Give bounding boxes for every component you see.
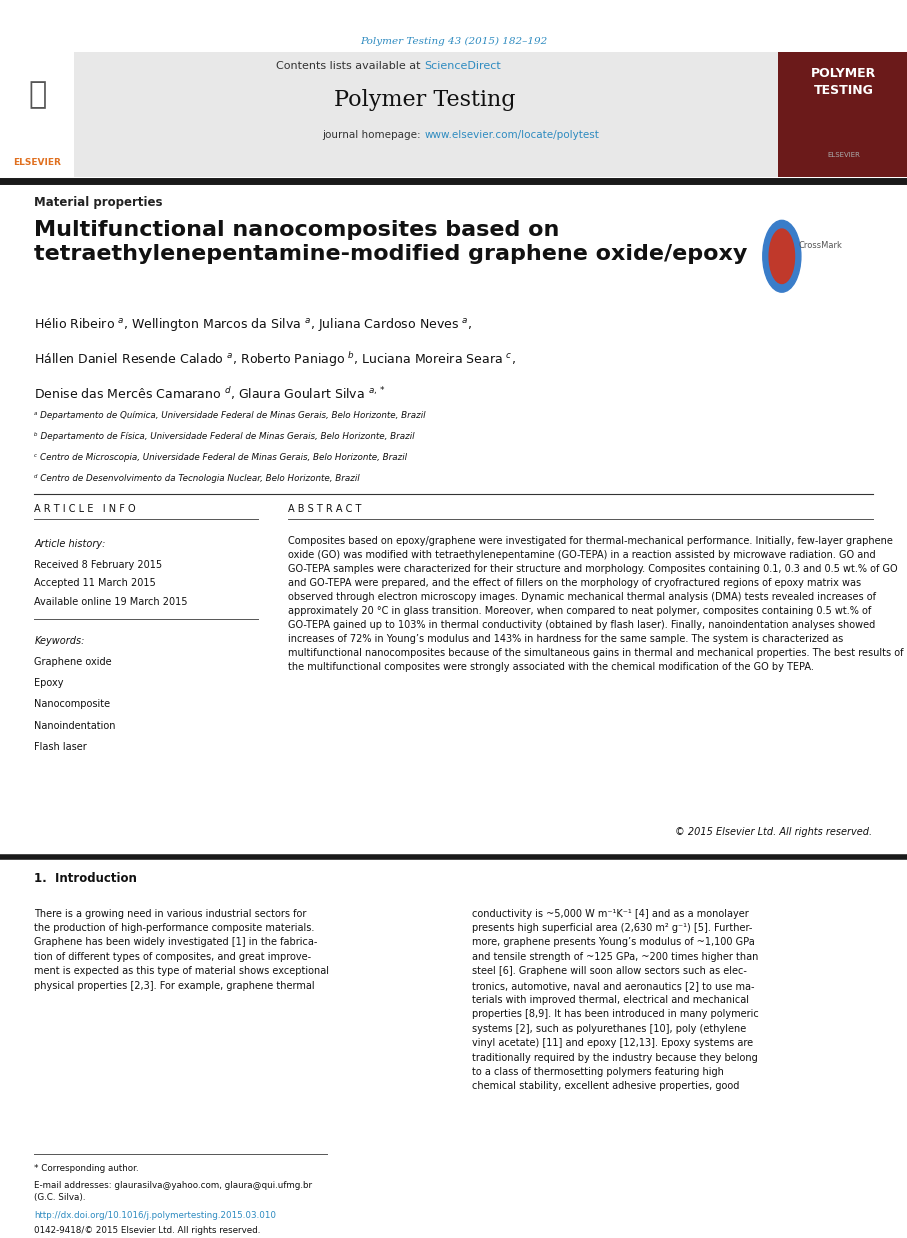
- Text: CrossMark: CrossMark: [798, 240, 842, 250]
- Ellipse shape: [763, 220, 801, 292]
- Bar: [778, 52, 907, 177]
- Text: Hélio Ribeiro $^{a}$, Wellington Marcos da Silva $^{a}$, Juliana Cardoso Neves $: Hélio Ribeiro $^{a}$, Wellington Marcos …: [34, 316, 473, 333]
- Text: http://dx.doi.org/10.1016/j.polymertesting.2015.03.010: http://dx.doi.org/10.1016/j.polymertesti…: [34, 1211, 277, 1219]
- Text: ScienceDirect: ScienceDirect: [424, 61, 502, 71]
- Bar: [74, 52, 778, 177]
- Text: Keywords:: Keywords:: [34, 636, 85, 646]
- Text: ᶜ Centro de Microscopia, Universidade Federal de Minas Gerais, Belo Horizonte, B: ᶜ Centro de Microscopia, Universidade Fe…: [34, 453, 407, 462]
- Text: There is a growing need in various industrial sectors for
the production of high: There is a growing need in various indus…: [34, 909, 329, 990]
- Text: ELSEVIER: ELSEVIER: [14, 158, 61, 167]
- Text: ELSEVIER: ELSEVIER: [827, 152, 860, 158]
- Text: Composites based on epoxy/graphene were investigated for thermal-mechanical perf: Composites based on epoxy/graphene were …: [288, 536, 904, 672]
- Text: www.elsevier.com/locate/polytest: www.elsevier.com/locate/polytest: [424, 130, 600, 140]
- Text: Graphene oxide: Graphene oxide: [34, 657, 112, 667]
- Text: 🌲: 🌲: [28, 80, 46, 109]
- Bar: [0, 52, 74, 177]
- Text: 0142-9418/© 2015 Elsevier Ltd. All rights reserved.: 0142-9418/© 2015 Elsevier Ltd. All right…: [34, 1226, 261, 1234]
- Text: Contents lists available at: Contents lists available at: [277, 61, 424, 71]
- Text: POLYMER
TESTING: POLYMER TESTING: [811, 67, 876, 97]
- Text: A B S T R A C T: A B S T R A C T: [288, 504, 362, 514]
- Text: Denise das Mercês Camarano $^{d}$, Glaura Goulart Silva $^{a,*}$: Denise das Mercês Camarano $^{d}$, Glaur…: [34, 385, 386, 402]
- Text: Epoxy: Epoxy: [34, 678, 64, 688]
- Text: Multifunctional nanocomposites based on
tetraethylenepentamine-modified graphene: Multifunctional nanocomposites based on …: [34, 220, 748, 265]
- Text: Nanoindentation: Nanoindentation: [34, 721, 116, 730]
- Text: 1.  Introduction: 1. Introduction: [34, 872, 137, 885]
- Text: ᵈ Centro de Desenvolvimento da Tecnologia Nuclear, Belo Horizonte, Brazil: ᵈ Centro de Desenvolvimento da Tecnologi…: [34, 474, 360, 483]
- Text: conductivity is ~5,000 W m⁻¹K⁻¹ [4] and as a monolayer
presents high superficial: conductivity is ~5,000 W m⁻¹K⁻¹ [4] and …: [472, 909, 758, 1092]
- Text: A R T I C L E   I N F O: A R T I C L E I N F O: [34, 504, 136, 514]
- Text: Nanocomposite: Nanocomposite: [34, 699, 111, 709]
- Text: Article history:: Article history:: [34, 539, 106, 548]
- Text: Available online 19 March 2015: Available online 19 March 2015: [34, 597, 188, 607]
- Text: journal homepage:: journal homepage:: [323, 130, 424, 140]
- Text: Accepted 11 March 2015: Accepted 11 March 2015: [34, 578, 156, 588]
- Text: ᵃ Departamento de Química, Universidade Federal de Minas Gerais, Belo Horizonte,: ᵃ Departamento de Química, Universidade …: [34, 411, 426, 420]
- Ellipse shape: [769, 229, 795, 284]
- Text: Material properties: Material properties: [34, 196, 163, 209]
- Text: © 2015 Elsevier Ltd. All rights reserved.: © 2015 Elsevier Ltd. All rights reserved…: [676, 827, 873, 837]
- Text: Flash laser: Flash laser: [34, 742, 87, 751]
- Text: Polymer Testing 43 (2015) 182–192: Polymer Testing 43 (2015) 182–192: [360, 37, 547, 46]
- Text: * Corresponding author.: * Corresponding author.: [34, 1164, 139, 1172]
- Text: Hállen Daniel Resende Calado $^{a}$, Roberto Paniago $^{b}$, Luciana Moreira Sea: Hállen Daniel Resende Calado $^{a}$, Rob…: [34, 350, 516, 369]
- Text: ᵇ Departamento de Física, Universidade Federal de Minas Gerais, Belo Horizonte, : ᵇ Departamento de Física, Universidade F…: [34, 432, 415, 441]
- Text: Polymer Testing: Polymer Testing: [334, 89, 515, 111]
- Text: E-mail addresses: glaurasilva@yahoo.com, glaura@qui.ufmg.br
(G.C. Silva).: E-mail addresses: glaurasilva@yahoo.com,…: [34, 1181, 313, 1202]
- Text: Received 8 February 2015: Received 8 February 2015: [34, 560, 162, 569]
